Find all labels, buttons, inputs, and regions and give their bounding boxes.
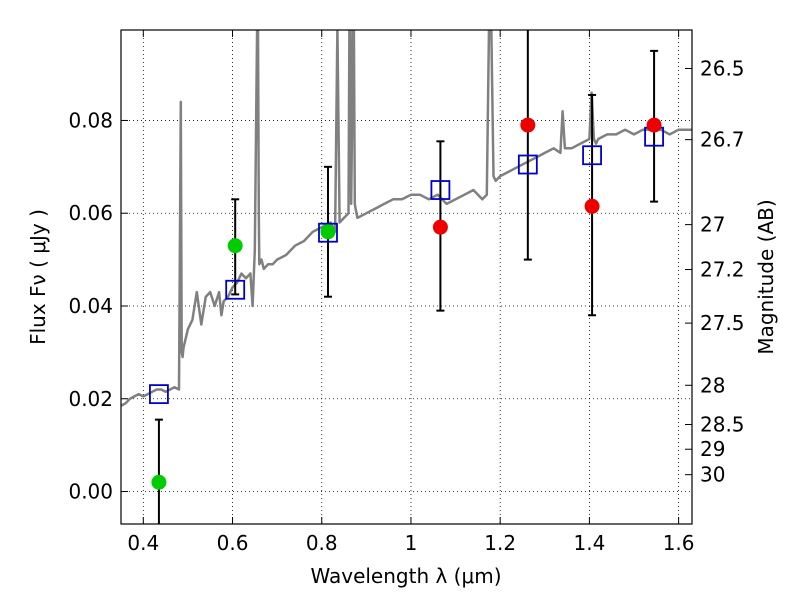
plot-frame xyxy=(120,29,693,525)
detection-point xyxy=(646,117,662,133)
magnitude-tick-label: 28.5 xyxy=(700,412,745,436)
y-axis-title: Flux Fν ( μJy ) xyxy=(26,209,50,345)
y-axis-ticks: 0.00 0.02 0.04 0.06 0.08 xyxy=(68,108,128,504)
model-band-square xyxy=(430,180,451,200)
y-tick-label: 0.06 xyxy=(68,201,113,225)
y-tick-label: 0.08 xyxy=(68,108,113,132)
x-tick-label: 1 xyxy=(405,531,418,555)
detection-point xyxy=(520,117,536,133)
y-tick-label: 0.04 xyxy=(68,294,113,318)
detection-point xyxy=(227,238,243,254)
x-tick-label: 0.4 xyxy=(127,531,159,555)
x-axis-title: Wavelength λ (μm) xyxy=(310,564,501,588)
model-band-square xyxy=(517,154,538,175)
y-tick-label: 0.00 xyxy=(68,480,113,504)
magnitude-tick-label: 27.5 xyxy=(700,311,745,335)
error-bars xyxy=(154,30,659,524)
magnitude-tick-label: 27.2 xyxy=(700,258,745,282)
x-tick-label: 1.2 xyxy=(484,531,516,555)
grid-lines xyxy=(121,30,692,524)
y-tick-label: 0.02 xyxy=(68,387,113,411)
detection-points xyxy=(151,117,662,490)
detection-point xyxy=(584,198,600,214)
magnitude-tick-label: 30 xyxy=(700,463,725,487)
model-band-square xyxy=(318,222,338,243)
x-tick-label: 0.6 xyxy=(217,531,249,555)
magnitude-tick-label: 28 xyxy=(700,373,725,397)
magnitude-tick-label: 26.7 xyxy=(700,128,745,152)
model-band-square xyxy=(582,145,602,166)
model-band-squares xyxy=(149,126,664,405)
x-tick-label: 0.8 xyxy=(306,531,338,555)
magnitude-tick-label: 26.5 xyxy=(700,56,745,80)
model-spectrum-line xyxy=(121,30,692,407)
plot-area xyxy=(121,30,692,524)
x-axis-ticks: 0.4 0.6 0.8 1 1.2 1.4 1.6 xyxy=(127,30,695,555)
magnitude-tick-label: 29 xyxy=(700,437,725,461)
model-band-square xyxy=(149,384,169,405)
detection-point xyxy=(320,224,336,240)
x-tick-label: 1.6 xyxy=(663,531,695,555)
detection-point xyxy=(151,474,167,490)
x-tick-label: 1.4 xyxy=(573,531,605,555)
detection-point xyxy=(432,219,448,235)
magnitude-axis-title: Magnitude (AB) xyxy=(754,199,778,354)
model-band-square xyxy=(225,279,246,300)
magnitude-tick-label: 27 xyxy=(700,213,725,237)
